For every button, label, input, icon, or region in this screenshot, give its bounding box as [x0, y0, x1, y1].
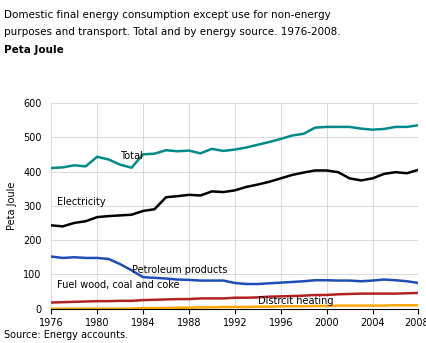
Text: Peta Joule: Peta Joule — [4, 45, 64, 55]
Text: Fuel wood, coal and coke: Fuel wood, coal and coke — [57, 280, 179, 291]
Text: Petroleum products: Petroleum products — [131, 265, 226, 275]
Text: Source: Energy accounts.: Source: Energy accounts. — [4, 330, 128, 340]
Text: Domestic final energy consumption except use for non-energy: Domestic final energy consumption except… — [4, 10, 330, 20]
Text: Total: Total — [120, 151, 143, 161]
Y-axis label: Peta Joule: Peta Joule — [7, 181, 17, 230]
Text: purposes and transport. Total and by energy source. 1976-2008.: purposes and transport. Total and by ene… — [4, 27, 340, 37]
Text: Electricity: Electricity — [57, 197, 105, 208]
Text: Distrcit heating: Distrcit heating — [257, 296, 333, 306]
